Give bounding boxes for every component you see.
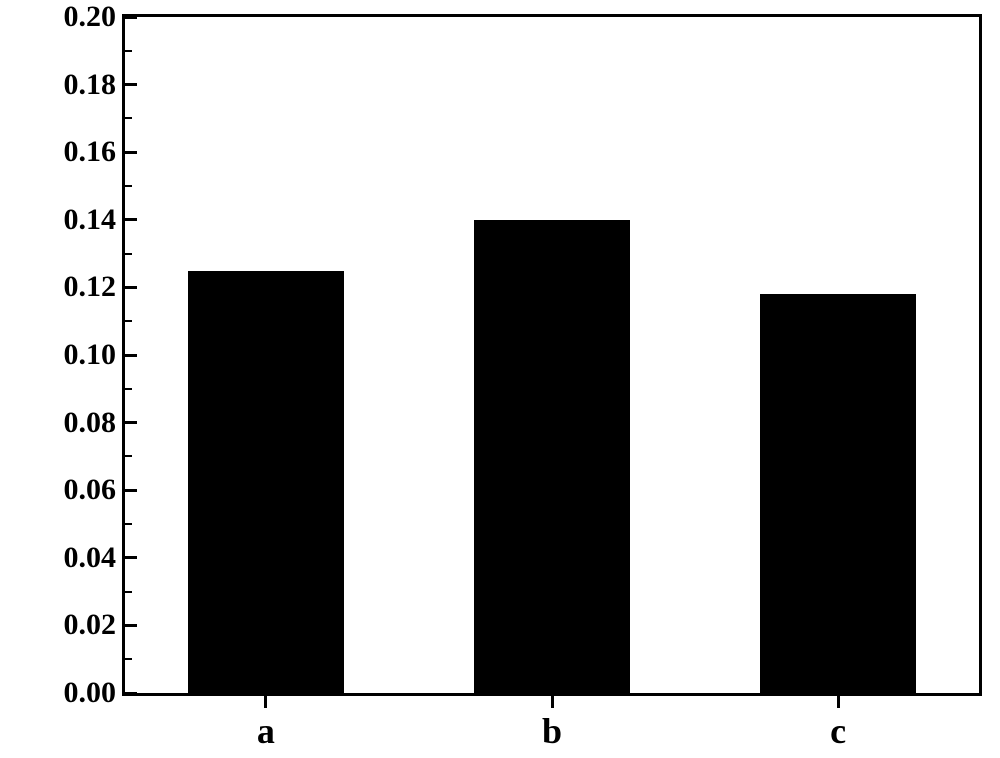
y-tick (125, 354, 137, 357)
y-minor-tick (125, 658, 132, 660)
y-tick-label: 0.12 (64, 270, 117, 304)
bar-b (474, 220, 631, 693)
y-minor-tick (125, 185, 132, 187)
y-tick-label: 0.04 (64, 541, 117, 575)
y-minor-tick (125, 117, 132, 119)
bar-c (760, 294, 917, 693)
y-minor-tick (125, 523, 132, 525)
y-tick (125, 286, 137, 289)
y-minor-tick (125, 50, 132, 52)
bar-a (188, 271, 345, 694)
y-tick (125, 692, 137, 695)
y-tick (125, 556, 137, 559)
y-minor-tick (125, 388, 132, 390)
y-tick-label: 0.18 (64, 68, 117, 102)
x-tick-label: a (257, 710, 275, 752)
y-tick (125, 421, 137, 424)
x-tick (837, 696, 840, 708)
y-minor-tick (125, 253, 132, 255)
x-tick (264, 696, 267, 708)
y-tick-label: 0.14 (64, 203, 117, 237)
y-tick-label: 0.16 (64, 135, 117, 169)
y-tick-label: 0.20 (64, 0, 117, 34)
y-minor-tick (125, 455, 132, 457)
x-tick-label: c (830, 710, 846, 752)
y-tick-label: 0.00 (64, 676, 117, 710)
bar-chart: 0.00 0.02 0.04 0.06 0.08 0.10 0.12 0.14 0.16 0.18… (0, 0, 1000, 758)
x-tick (551, 696, 554, 708)
y-minor-tick (125, 320, 132, 322)
y-tick (125, 489, 137, 492)
y-tick-label: 0.06 (64, 473, 117, 507)
y-tick (125, 151, 137, 154)
y-minor-tick (125, 591, 132, 593)
y-tick-label: 0.10 (64, 338, 117, 372)
y-tick (125, 624, 137, 627)
x-tick-label: b (542, 710, 562, 752)
y-tick (125, 16, 137, 19)
y-tick (125, 83, 137, 86)
y-tick (125, 218, 137, 221)
y-tick-label: 0.02 (64, 608, 117, 642)
y-tick-label: 0.08 (64, 406, 117, 440)
